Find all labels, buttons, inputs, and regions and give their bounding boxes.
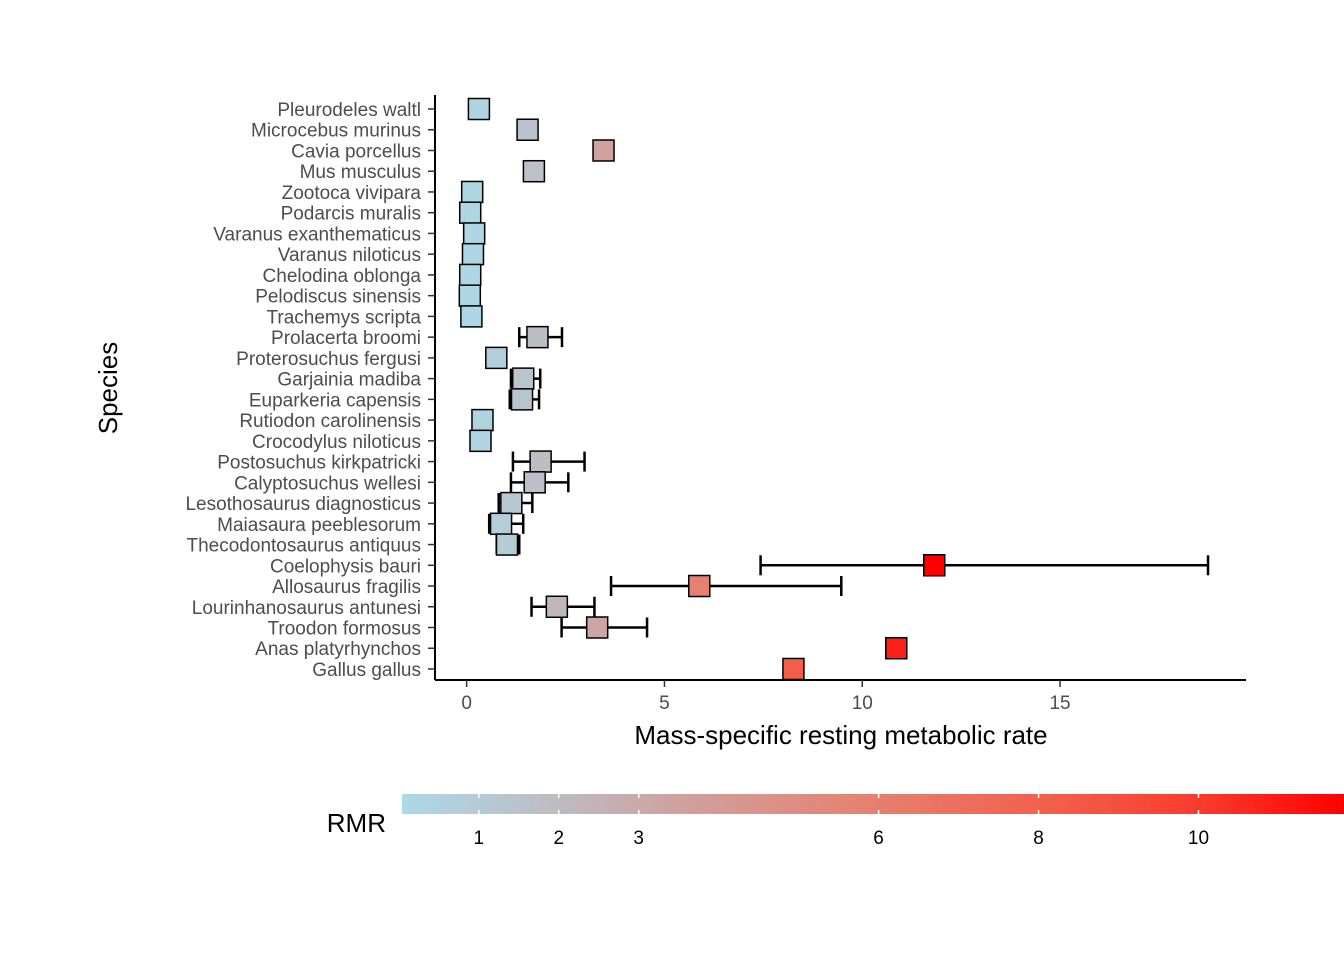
data-point: [585, 616, 609, 639]
y-tick-label: Garjainia madiba: [277, 370, 421, 391]
data-point: [592, 139, 615, 162]
x-tick-label: 5: [659, 693, 670, 714]
data-point: [782, 657, 805, 681]
y-tick-label: Maiasaura peeblesorum: [217, 515, 421, 536]
data-point: [510, 388, 534, 411]
data-point: [522, 159, 546, 183]
plot-area: [458, 97, 1210, 681]
data-point: [458, 263, 482, 287]
y-tick-label: Lesothosaurus diagnosticus: [185, 494, 421, 515]
data-point: [471, 408, 494, 432]
x-tick-label: 15: [1049, 693, 1070, 714]
color-legend: RMR 1 2 3 6 8 10: [327, 794, 1344, 849]
y-tick-label: Proterosuchus fergusi: [236, 349, 421, 370]
y-tick-label: Cavia porcellus: [291, 141, 421, 162]
data-point: [467, 97, 491, 121]
x-tick-label: 10: [852, 693, 873, 714]
y-tick-label: Coelophysis bauri: [270, 556, 421, 577]
y-tick-label: Microcebus murinus: [251, 121, 421, 142]
data-point: [545, 595, 569, 619]
data-point: [458, 284, 482, 307]
data-point: [495, 533, 519, 556]
y-tick-label: Podarcis muralis: [281, 204, 421, 225]
data-point: [529, 450, 552, 473]
data-point: [458, 201, 482, 224]
y-tick-label: Thecodontosaurus antiquus: [187, 536, 422, 557]
y-tick-label: Anas platyrhynchos: [255, 639, 421, 660]
y-tick-label: Crocodylus niloticus: [252, 432, 421, 453]
y-tick-label: Varanus exanthematicus: [213, 224, 421, 245]
legend-tick-label: 6: [873, 828, 884, 849]
data-point: [462, 222, 486, 245]
data-point: [485, 346, 508, 370]
data-point: [516, 118, 539, 141]
y-tick-label: Calyptosuchus wellesi: [234, 473, 421, 494]
y-tick-label: Zootoca vivipara: [282, 183, 422, 204]
data-point: [460, 180, 484, 204]
legend-tick-label: 10: [1188, 828, 1209, 849]
y-tick-label: Pleurodeles waltl: [277, 100, 421, 121]
y-tick-label: Lourinhanosaurus antunesi: [192, 598, 421, 619]
error-bar: [759, 555, 1210, 576]
data-point: [460, 305, 483, 328]
y-tick-label: Rutiodon carolinensis: [239, 411, 421, 432]
y-tick-label: Troodon formosus: [268, 619, 421, 640]
y-tick-label: Prolacerta broomi: [271, 328, 421, 349]
y-tick-label: Pelodiscus sinensis: [255, 287, 421, 308]
x-tick-label: 0: [461, 693, 472, 714]
y-tick-label: Gallus gallus: [312, 660, 421, 681]
y-tick-label: Allosaurus fragilis: [272, 577, 421, 598]
y-tick-label: Trachemys scripta: [267, 307, 422, 328]
legend-tick-label: 8: [1033, 828, 1044, 849]
data-point: [885, 636, 908, 660]
legend-tick-label: 2: [553, 828, 564, 849]
error-bar: [609, 576, 843, 597]
y-tick-label: Mus musculus: [300, 162, 421, 183]
data-point: [461, 242, 485, 266]
data-point: [489, 512, 513, 536]
y-tick-label: Euparkeria capensis: [249, 390, 421, 411]
data-point: [469, 429, 492, 453]
x-axis-title: Mass-specific resting metabolic rate: [634, 720, 1047, 750]
legend-colorbar: [402, 794, 1344, 814]
legend-tick-label: 1: [473, 828, 484, 849]
y-tick-label: Varanus niloticus: [278, 245, 421, 266]
data-point: [923, 554, 946, 577]
y-tick-label: Chelodina oblonga: [263, 266, 422, 287]
y-axis-title: Species: [93, 342, 123, 435]
data-point: [500, 491, 523, 515]
data-point: [523, 471, 546, 494]
data-point: [688, 574, 711, 598]
legend-title: RMR: [327, 808, 386, 838]
y-tick-label: Postosuchus kirkpatricki: [217, 453, 421, 474]
data-point: [511, 367, 535, 390]
data-point: [526, 325, 549, 349]
legend-tick-label: 3: [633, 828, 644, 849]
